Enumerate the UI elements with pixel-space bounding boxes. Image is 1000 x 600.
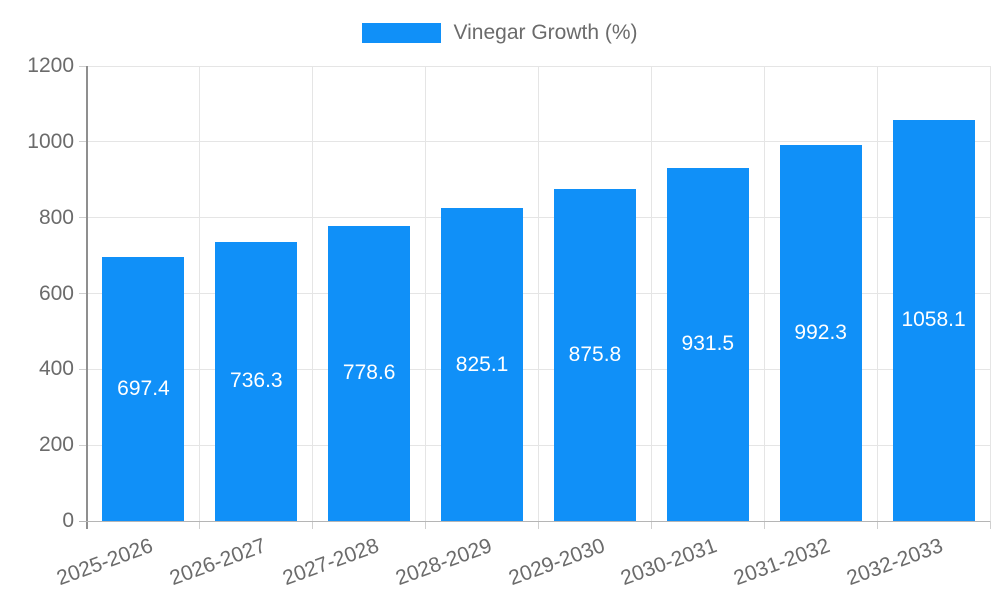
gridline-x-3	[425, 66, 427, 521]
x-tick-label-2030-2031: 2030-2031	[618, 534, 721, 591]
x-tick-label-2025-2026: 2025-2026	[53, 534, 156, 591]
bar-2026-2027: 736.3	[215, 241, 298, 521]
gridline-x-6	[763, 66, 765, 521]
bar-2028-2029: 825.1	[441, 208, 524, 521]
gridline-x-1	[199, 66, 201, 521]
x-tickmark	[425, 521, 427, 529]
y-tick-label: 1000	[27, 129, 74, 153]
bar-value-label: 1058.1	[901, 308, 966, 332]
bar-value-label: 736.3	[230, 369, 283, 393]
x-tick-label-2028-2029: 2028-2029	[392, 534, 495, 591]
bar-2027-2028: 778.6	[328, 225, 411, 521]
y-tickmark	[79, 65, 87, 67]
bar-value-label: 778.6	[342, 361, 396, 385]
bar-value-label: 992.3	[794, 320, 847, 344]
bar-value-label: 931.5	[681, 332, 735, 356]
gridline-x-4	[538, 66, 539, 521]
x-tickmark	[538, 521, 539, 529]
y-tickmark	[79, 293, 87, 294]
y-axis-line	[86, 66, 88, 529]
x-tickmark	[312, 521, 314, 529]
gridline-x-7	[876, 66, 878, 521]
x-tickmark	[763, 521, 765, 529]
x-tickmark	[876, 521, 878, 529]
legend[interactable]: Vinegar Growth (%)	[0, 19, 1000, 47]
x-tickmark	[650, 521, 652, 529]
y-tickmark	[79, 217, 87, 219]
y-tick-label: 600	[38, 281, 74, 305]
bar-2032-2033: 1058.1	[892, 119, 975, 521]
x-tick-label-2029-2030: 2029-2030	[505, 534, 608, 591]
y-tickmark	[79, 444, 87, 446]
x-axis-line	[79, 521, 990, 522]
y-tick-label: 0	[62, 509, 74, 532]
gridline-x-8	[989, 66, 991, 521]
bar-2029-2030: 875.8	[553, 188, 636, 521]
legend-label: Vinegar Growth (%)	[453, 21, 638, 44]
y-tickmark	[79, 141, 87, 143]
x-tickmark	[989, 521, 991, 529]
bar-2031-2032: 992.3	[779, 144, 862, 521]
y-tick-label: 400	[38, 357, 74, 381]
x-tick-label-2032-2033: 2032-2033	[843, 534, 947, 591]
gridline-x-5	[650, 66, 652, 521]
bar-value-label: 825.1	[455, 352, 509, 376]
x-tickmark	[199, 521, 201, 529]
x-tick-label-2027-2028: 2027-2028	[279, 534, 382, 591]
bar-value-label: 697.4	[117, 376, 170, 400]
bar-value-label: 875.8	[568, 342, 622, 366]
y-tick-label: 1200	[27, 54, 74, 77]
y-tick-label: 200	[38, 433, 74, 457]
x-tick-label-2026-2027: 2026-2027	[166, 534, 269, 591]
bar-2025-2026: 697.4	[102, 256, 185, 521]
y-tick-label: 800	[38, 205, 74, 229]
y-tickmark	[79, 368, 87, 370]
bar-2030-2031: 931.5	[666, 167, 749, 521]
x-tick-label-2031-2032: 2031-2032	[730, 534, 834, 591]
legend-swatch-icon	[362, 23, 442, 43]
gridline-x-2	[312, 66, 314, 521]
